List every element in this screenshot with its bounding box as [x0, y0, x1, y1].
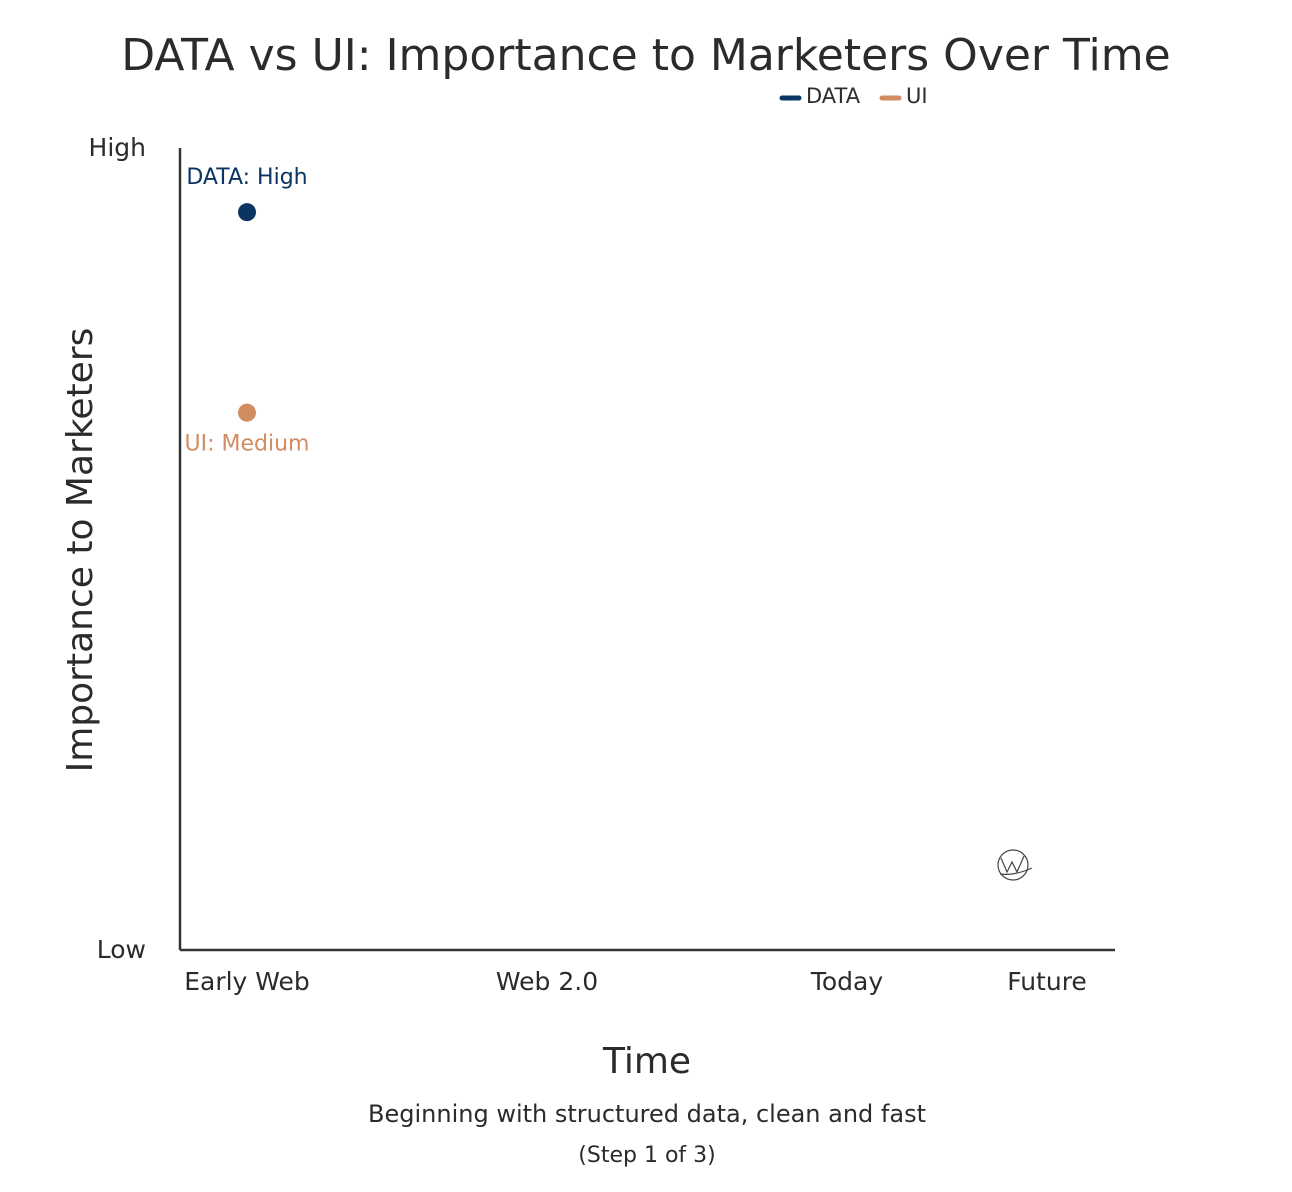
y-tick-labels: Low High — [89, 133, 146, 964]
legend-label-data: DATA — [806, 84, 861, 108]
x-tick-label-web-2-0: Web 2.0 — [496, 967, 598, 996]
point-data-early-web — [238, 203, 256, 222]
x-tick-label-today: Today — [810, 967, 884, 996]
legend: DATA UI — [779, 84, 928, 108]
point-label-data: DATA: High — [186, 165, 307, 190]
point-ui-early-web — [238, 403, 256, 422]
x-tick-labels: Early Web Web 2.0 Today Future — [184, 967, 1087, 996]
step-indicator: (Step 1 of 3) — [578, 1143, 715, 1168]
y-axis-label: Importance to Marketers — [60, 328, 101, 773]
watermark-logo — [997, 849, 1033, 881]
data-points: DATA: High UI: Medium — [185, 165, 310, 457]
x-tick-label-early-web: Early Web — [184, 967, 310, 996]
y-tick-label-low: Low — [97, 935, 146, 964]
x-tick-label-future: Future — [1007, 967, 1087, 996]
axes — [178, 148, 1115, 952]
legend-label-ui: UI — [906, 84, 928, 108]
chart-title: DATA vs UI: Importance to Marketers Over… — [121, 30, 1170, 81]
point-label-ui: UI: Medium — [185, 432, 310, 457]
chart-caption: Beginning with structured data, clean an… — [368, 1100, 926, 1128]
y-tick-label-high: High — [89, 133, 146, 162]
x-axis-label: Time — [602, 1041, 691, 1082]
